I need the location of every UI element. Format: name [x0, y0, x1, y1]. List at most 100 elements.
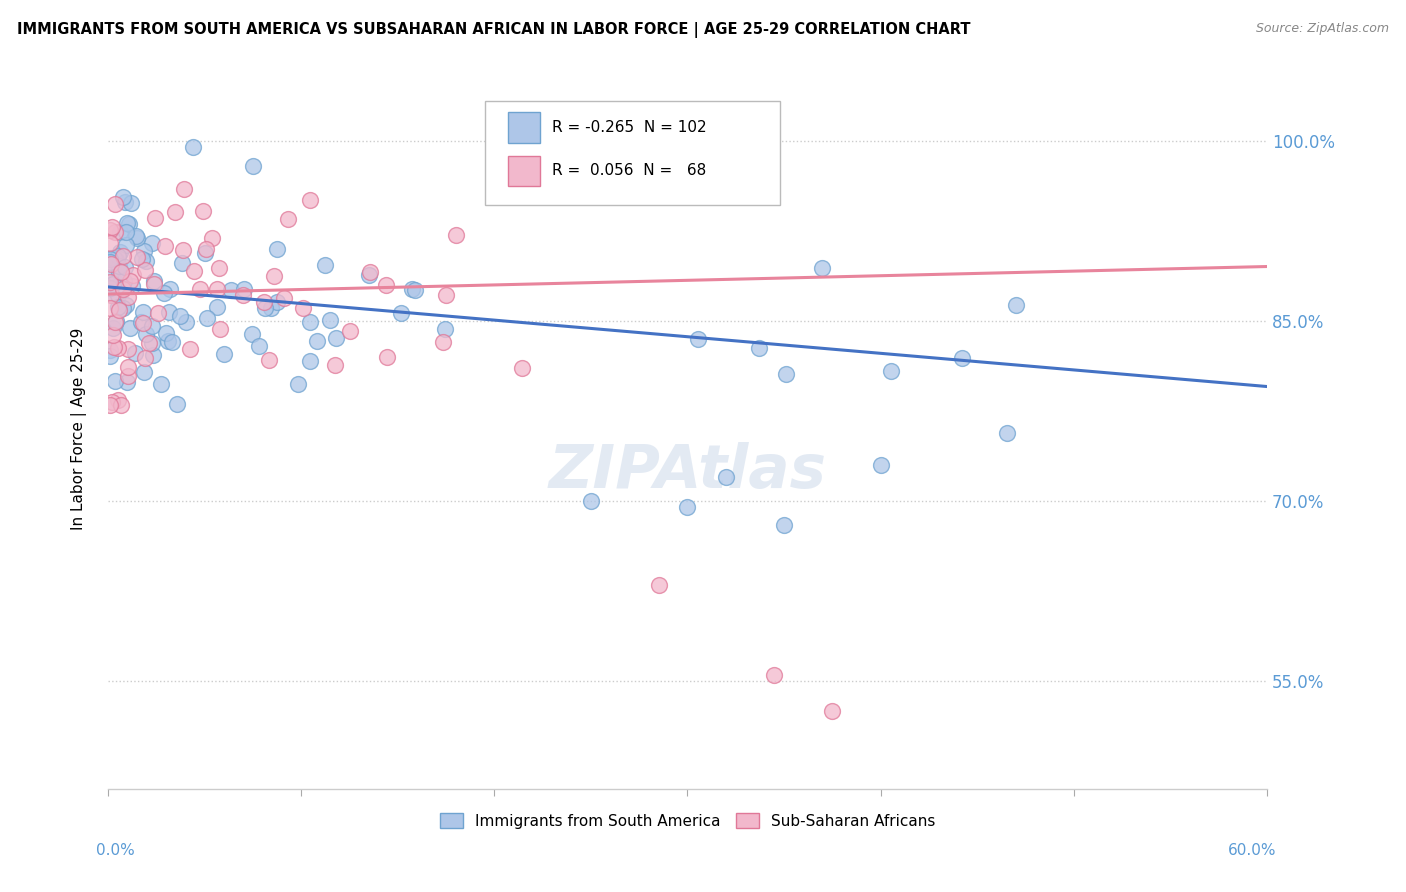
FancyBboxPatch shape [508, 155, 540, 186]
Point [149, 377, 172, 392]
Y-axis label: In Labor Force | Age 25-29: In Labor Force | Age 25-29 [72, 327, 87, 530]
Point [103, 252, 125, 266]
Point [124, 345, 146, 359]
Point [152, 286, 174, 301]
Point [120, 196, 142, 211]
Text: R = -0.265  N = 102: R = -0.265 N = 102 [553, 120, 707, 135]
Point [156, 334, 179, 349]
Point [401, 282, 423, 296]
Point [686, 332, 709, 346]
Point [118, 217, 141, 231]
Point [263, 269, 285, 284]
Point [323, 358, 346, 372]
Point [104, 374, 127, 388]
Point [194, 242, 217, 256]
Point [579, 493, 602, 508]
Text: IMMIGRANTS FROM SOUTH AMERICA VS SUBSAHARAN AFRICAN IN LABOR FORCE | AGE 25-29 C: IMMIGRANTS FROM SOUTH AMERICA VS SUBSAHA… [17, 22, 970, 38]
Point [952, 351, 974, 365]
Point [319, 312, 342, 326]
Point [117, 369, 139, 384]
Point [208, 322, 231, 336]
Point [120, 321, 142, 335]
Point [134, 262, 156, 277]
Point [145, 211, 167, 225]
Point [339, 324, 361, 338]
Point [108, 245, 131, 260]
Point [242, 159, 264, 173]
Point [115, 375, 138, 389]
Point [101, 321, 124, 335]
Point [763, 667, 786, 681]
Point [98, 301, 121, 316]
Point [100, 288, 122, 302]
Text: ZIPAtlas: ZIPAtlas [548, 442, 827, 501]
Point [647, 577, 669, 591]
Point [298, 354, 321, 368]
Point [510, 361, 533, 376]
Point [112, 274, 135, 288]
Point [266, 242, 288, 256]
Point [810, 261, 832, 276]
Point [240, 327, 263, 342]
Point [155, 238, 177, 252]
Point [201, 231, 224, 245]
Point [208, 260, 231, 275]
Point [104, 226, 127, 240]
Point [266, 295, 288, 310]
Point [260, 301, 283, 315]
Point [100, 220, 122, 235]
Point [375, 350, 398, 364]
Point [141, 235, 163, 250]
Point [287, 377, 309, 392]
Point [165, 205, 187, 219]
Point [277, 211, 299, 226]
Point [314, 258, 336, 272]
Point [404, 283, 426, 297]
Point [172, 256, 194, 270]
Point [169, 310, 191, 324]
Point [101, 288, 124, 302]
Point [141, 335, 163, 350]
Point [995, 426, 1018, 441]
Point [432, 335, 454, 350]
Point [205, 300, 228, 314]
Point [359, 268, 381, 282]
Point [111, 190, 134, 204]
Point [172, 243, 194, 257]
Point [98, 235, 121, 250]
Point [101, 328, 124, 343]
Point [98, 252, 121, 266]
Point [232, 287, 254, 301]
Point [132, 244, 155, 258]
Point [107, 265, 129, 279]
FancyBboxPatch shape [508, 112, 540, 143]
Point [247, 339, 270, 353]
Point [115, 216, 138, 230]
Point [107, 300, 129, 314]
Point [98, 281, 121, 295]
Point [115, 237, 138, 252]
Point [110, 265, 132, 279]
Point [114, 297, 136, 311]
Point [821, 704, 844, 718]
Point [110, 398, 132, 412]
Point [98, 349, 121, 363]
Point [117, 342, 139, 356]
Point [134, 351, 156, 365]
Point [676, 500, 699, 514]
Point [127, 231, 149, 245]
Point [159, 282, 181, 296]
Point [299, 193, 322, 207]
Point [101, 277, 124, 291]
Point [155, 326, 177, 340]
Point [104, 275, 127, 289]
Point [132, 316, 155, 330]
Point [117, 290, 139, 304]
Point [114, 195, 136, 210]
Point [129, 315, 152, 329]
Point [307, 334, 329, 348]
Point [132, 304, 155, 318]
Point [98, 275, 121, 289]
Point [434, 321, 457, 335]
Point [131, 252, 153, 267]
